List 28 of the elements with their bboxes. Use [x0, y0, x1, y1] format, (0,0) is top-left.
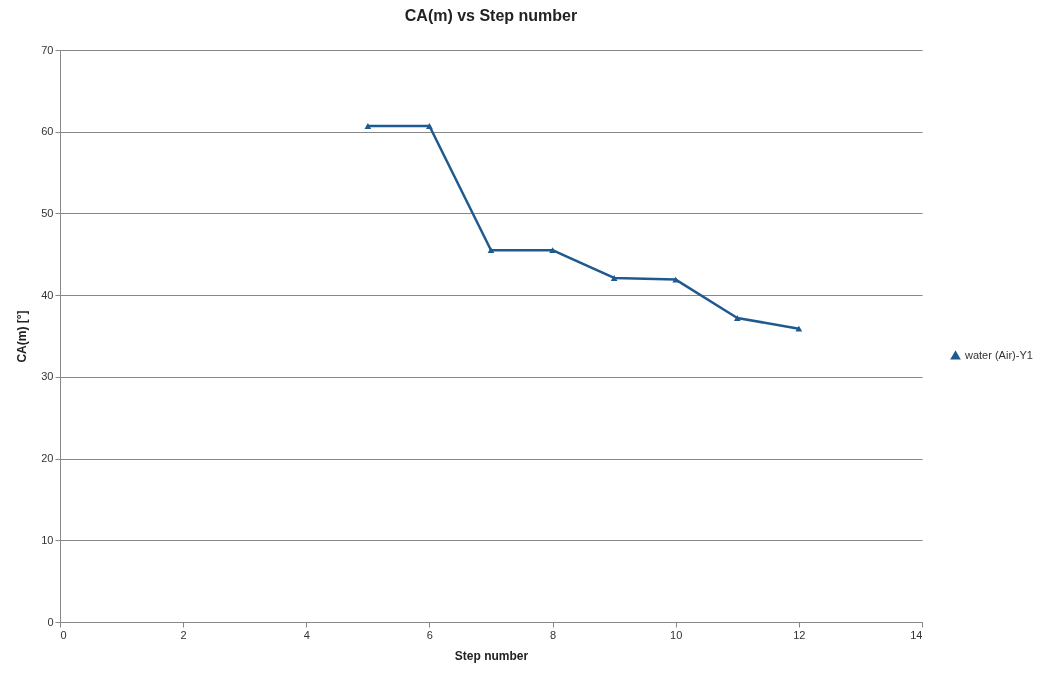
legend-label: water (Air)-Y1	[964, 348, 1033, 361]
y-tick-label: 40	[41, 288, 54, 301]
x-tick-label: 14	[910, 628, 923, 641]
point	[426, 123, 433, 129]
x-tick-label: 4	[303, 628, 310, 641]
y-axis-title: CA(m) [°]	[15, 310, 30, 363]
point	[549, 247, 556, 254]
y-tick-label: 50	[41, 206, 54, 219]
point	[795, 325, 803, 332]
x-tick-label: 10	[670, 628, 683, 641]
point	[672, 276, 680, 283]
point	[610, 275, 618, 281]
point	[733, 315, 741, 321]
y-tick-label: 70	[41, 43, 54, 56]
y-tick-label: 0	[47, 615, 54, 628]
x-tick-label: 6	[426, 628, 433, 641]
point	[364, 123, 372, 129]
x-axis-title: Step number	[454, 648, 529, 663]
x-tick-label: 2	[180, 628, 187, 641]
x-tick-label: 12	[793, 628, 806, 641]
y-tick-label: 20	[41, 452, 54, 465]
y-tick-label: 60	[41, 125, 54, 138]
y-tick-label: 10	[41, 533, 54, 546]
x-tick-label: 0	[60, 628, 67, 641]
x-tick-label: 8	[550, 628, 557, 641]
y-tick-label: 30	[41, 370, 54, 383]
chart-title: CA(m) vs Step number	[404, 7, 578, 24]
point	[487, 247, 495, 254]
